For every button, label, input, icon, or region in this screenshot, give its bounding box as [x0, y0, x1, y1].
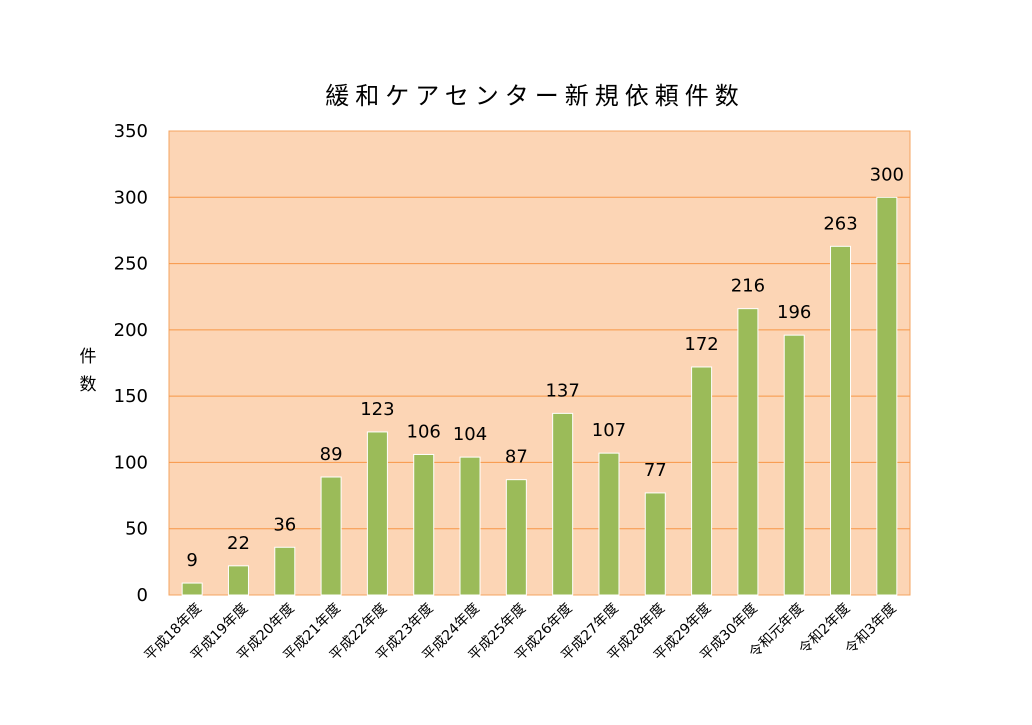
data-label: 22	[227, 533, 250, 554]
y-axis-label: 件数	[80, 347, 97, 395]
data-label: 137	[545, 380, 579, 401]
data-label: 123	[360, 399, 394, 420]
data-label: 216	[731, 276, 765, 297]
y-tick-label: 250	[114, 254, 148, 275]
data-label: 77	[644, 460, 667, 481]
bar	[552, 412, 574, 596]
data-label: 300	[870, 164, 904, 185]
bar	[876, 196, 898, 596]
data-label: 89	[320, 444, 343, 465]
data-label: 87	[505, 447, 528, 468]
x-tick-label: 令和3年度	[842, 601, 899, 658]
data-label: 106	[407, 421, 441, 442]
bar	[366, 431, 388, 596]
y-tick-label: 0	[137, 585, 148, 606]
y-tick-label: 300	[114, 187, 148, 208]
data-label: 36	[273, 514, 296, 535]
y-tick-label: 100	[114, 452, 148, 473]
data-labels: 9 22 36 89 123 106 104 87 137 107 77 172 216 196 263 30…	[186, 164, 904, 571]
bar	[181, 582, 203, 596]
bar	[737, 308, 759, 596]
bars	[181, 196, 898, 596]
bar	[830, 245, 852, 596]
bar	[459, 456, 481, 596]
bar	[505, 479, 527, 596]
y-tick-label: 350	[114, 121, 148, 142]
data-label: 107	[592, 420, 626, 441]
data-label: 263	[823, 213, 857, 234]
y-axis-title: 件数	[80, 347, 97, 395]
y-tick-label: 50	[125, 519, 148, 540]
y-tick-label: 150	[114, 386, 148, 407]
bar	[598, 452, 620, 596]
bar	[274, 546, 296, 596]
data-label: 196	[777, 302, 811, 323]
bar	[227, 565, 249, 596]
bar	[691, 366, 713, 596]
y-tick-label: 200	[114, 320, 148, 341]
bar	[644, 492, 666, 596]
bar	[320, 476, 342, 596]
bar	[413, 453, 435, 596]
chart-title: 緩和ケアセンター新規依頼件数	[325, 82, 745, 110]
bar	[783, 334, 805, 596]
data-label: 172	[684, 334, 718, 355]
y-axis-ticks: 0 50 100 150 200 250 300 350	[114, 121, 148, 606]
data-label: 9	[186, 550, 197, 571]
data-label: 104	[453, 424, 487, 445]
x-axis-category-labels: 平成18年度平成19年度平成20年度平成21年度平成22年度平成23年度平成24…	[141, 601, 899, 665]
